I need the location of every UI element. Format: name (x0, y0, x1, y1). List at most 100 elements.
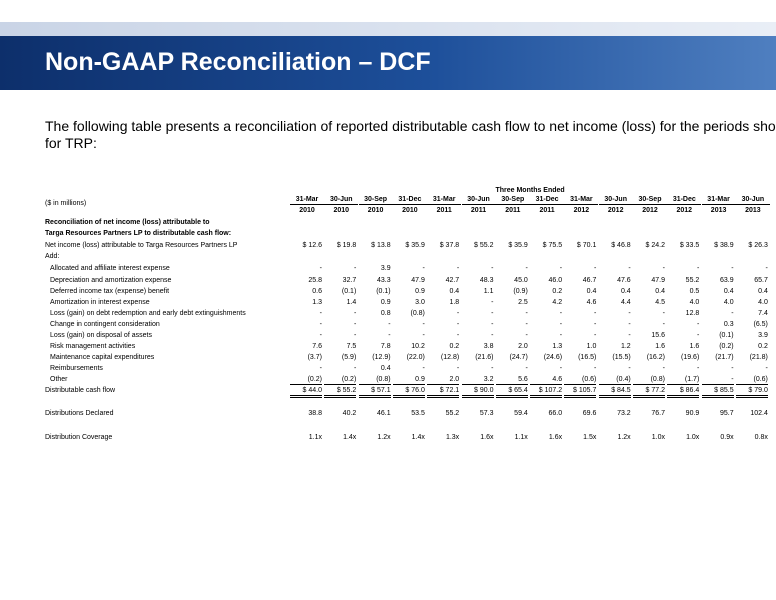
cell-value: 0.2 (449, 343, 460, 350)
cell-value: - (388, 332, 391, 339)
cell-value: (0.4) (598, 375, 631, 385)
cell-value: - (696, 332, 700, 339)
cell-value: - (696, 321, 700, 328)
cell-value: - (731, 310, 734, 317)
cell-value: 1.0x (651, 434, 665, 441)
cell-value: - (765, 365, 768, 372)
cell-value: $ 19.8 (336, 242, 357, 249)
cell-value: $ 26.3 (748, 242, 768, 249)
cell-value: - (594, 332, 597, 339)
cell-value: 55.2 (685, 277, 700, 284)
cell-value: 47.6 (617, 277, 631, 284)
cell-value: (0.1) (376, 288, 391, 295)
cell-value: (12.8) (440, 354, 460, 361)
cell-value: 4.0 (689, 299, 700, 306)
cell-value: 53.5 (411, 410, 425, 417)
column-year: 2011 (505, 207, 521, 214)
cell-value: (0.8) (633, 375, 665, 385)
column-month: 31-Mar (564, 195, 599, 205)
cell-value: (15.5) (612, 354, 631, 361)
cell-value: 0.9x (720, 434, 734, 441)
cell-value: - (319, 265, 322, 272)
cell-value: 1.3x (445, 434, 460, 441)
cell-value: (16.2) (646, 354, 665, 361)
cell-value: 1.1x (308, 434, 322, 441)
cell-value: - (525, 265, 528, 272)
cell-value: $ 65.4 (495, 386, 528, 398)
column-year: 2010 (402, 207, 418, 214)
cell-value: - (525, 310, 528, 317)
cell-value: 4.6 (530, 375, 563, 385)
cell-value: 0.6 (312, 288, 322, 295)
row-label: Distributions Declared (45, 410, 114, 417)
cell-value: - (353, 332, 357, 339)
column-month: 30-Sep (358, 195, 393, 205)
cell-value: $ 33.5 (679, 242, 700, 249)
cell-value: $ 35.9 (405, 242, 425, 249)
cell-value: 1.6x (480, 434, 494, 441)
row-label: Add: (45, 253, 60, 260)
cell-value: 1.2x (377, 434, 391, 441)
column-year: 2012 (573, 207, 590, 214)
cell-value: - (559, 321, 563, 328)
cell-value: 7.8 (380, 343, 391, 350)
cell-value: 59.4 (514, 410, 528, 417)
cell-value: 40.2 (342, 410, 357, 417)
column-month: 31-Mar (701, 195, 736, 205)
cell-value: (16.5) (578, 354, 597, 361)
cell-value: 0.9 (415, 288, 425, 295)
top-band (0, 22, 776, 36)
cell-value: 5.6 (495, 375, 528, 385)
cell-value: - (422, 265, 425, 272)
cell-value: - (696, 265, 700, 272)
column-year: 2011 (539, 207, 555, 214)
cell-value: - (525, 321, 528, 328)
cell-value: - (319, 332, 322, 339)
cell-value: - (662, 310, 665, 317)
cell-value: - (319, 365, 322, 372)
cell-value: - (628, 265, 631, 272)
cell-value: 7.5 (346, 343, 357, 350)
cell-value: 0.9 (392, 375, 425, 385)
cell-value: 0.8 (380, 310, 391, 317)
column-month: 31-Dec (530, 195, 565, 205)
cell-value: (3.7) (307, 354, 322, 361)
cell-value: - (628, 332, 631, 339)
cell-value: - (731, 265, 734, 272)
cell-value: (0.2) (719, 343, 734, 350)
cell-value: 1.1 (483, 288, 494, 295)
cell-value: $ 90.0 (461, 386, 494, 398)
cell-value: - (353, 321, 357, 328)
cell-value: 47.9 (411, 277, 425, 284)
cell-value: $ 35.9 (508, 242, 528, 249)
row-label: Allocated and affiliate interest expense (50, 265, 170, 272)
column-month: 30-Sep (495, 195, 530, 205)
cell-value: 66.0 (548, 410, 563, 417)
cell-value: - (319, 321, 322, 328)
cell-value: (0.1) (341, 288, 357, 295)
cell-value: 1.2 (620, 343, 631, 350)
cell-value: - (525, 332, 528, 339)
cell-value: 76.7 (651, 410, 665, 417)
cell-value: (21.6) (475, 354, 494, 361)
cell-value: 4.0 (723, 299, 734, 306)
cell-value: 1.8 (449, 299, 460, 306)
cell-value: 4.4 (620, 299, 631, 306)
cell-value: 73.2 (617, 410, 631, 417)
cell-value: 1.4 (346, 299, 357, 306)
cell-value: - (456, 310, 460, 317)
cell-value: - (696, 365, 700, 372)
cell-value: 69.6 (582, 410, 597, 417)
cell-value: (0.6) (564, 375, 597, 385)
cell-value: 3.2 (461, 375, 494, 385)
cell-value: 4.6 (586, 299, 597, 306)
cell-value: 57.3 (479, 410, 494, 417)
title-bar (0, 36, 776, 90)
row-label: Reimbursements (50, 365, 103, 372)
cell-value: - (594, 310, 597, 317)
cell-value: $ 77.2 (633, 386, 665, 398)
cell-value: 1.2x (617, 434, 631, 441)
cell-value: - (491, 332, 494, 339)
cell-value: $ 44.0 (290, 386, 322, 398)
cell-value: - (662, 321, 665, 328)
